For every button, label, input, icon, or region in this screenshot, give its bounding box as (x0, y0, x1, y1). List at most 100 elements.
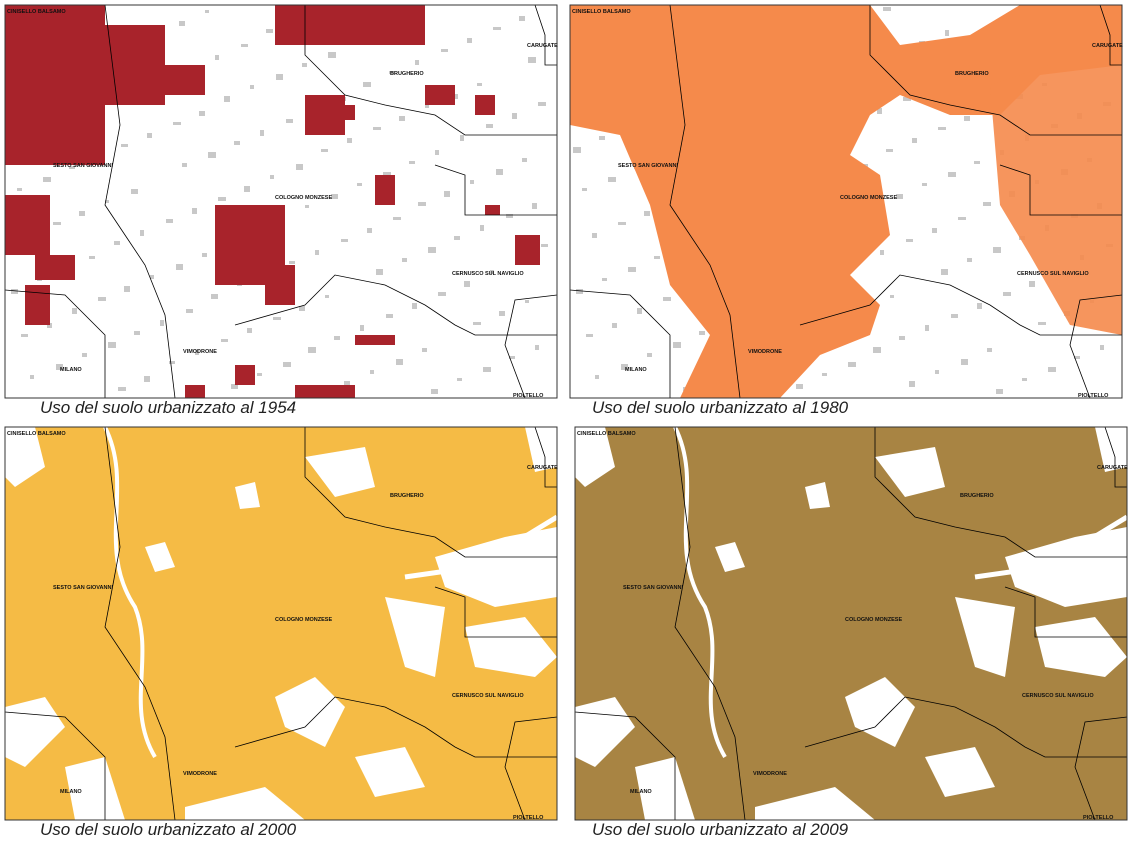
place-label: PIOLTELLO (513, 393, 544, 399)
place-label: SESTO SAN GIOVANNI (53, 163, 113, 169)
building (599, 136, 605, 140)
building (147, 133, 152, 138)
building (519, 16, 525, 21)
building (890, 295, 894, 298)
building (315, 250, 319, 255)
building (182, 163, 187, 167)
building (363, 82, 371, 87)
building (260, 130, 264, 136)
building (150, 275, 154, 279)
river (103, 426, 157, 759)
place-label: CARUGATE (527, 43, 558, 49)
building (202, 253, 207, 257)
open-land (1095, 427, 1127, 472)
building (595, 375, 599, 379)
place-label: CERNUSCO SUL NAVIGLIO (1017, 271, 1089, 277)
building (1074, 356, 1080, 359)
urban-area (35, 255, 75, 280)
building (460, 135, 464, 141)
building (205, 10, 209, 13)
building (663, 297, 671, 301)
building (114, 241, 120, 245)
place-label: MILANO (625, 367, 647, 373)
building (938, 127, 946, 130)
place-label: BRUGHERIO (960, 493, 994, 499)
place-label: BRUGHERIO (955, 71, 989, 77)
building (483, 367, 491, 372)
building (399, 116, 405, 121)
urban-area (265, 265, 295, 305)
building (618, 222, 626, 225)
building (441, 49, 448, 52)
building (848, 362, 856, 367)
urban-area (990, 65, 1122, 335)
building (621, 364, 628, 370)
building (1038, 322, 1046, 325)
building (296, 164, 303, 170)
municipal-boundary (304, 5, 557, 136)
municipal-boundary (1074, 716, 1128, 821)
building (118, 387, 126, 391)
place-label: SESTO SAN GIOVANNI (623, 585, 683, 591)
building (470, 180, 474, 184)
building (270, 175, 274, 179)
building (276, 74, 283, 80)
building (412, 303, 417, 309)
building (224, 96, 230, 102)
urban-area (355, 335, 395, 345)
municipal-boundary (4, 711, 106, 820)
building (457, 378, 462, 381)
building (211, 294, 218, 299)
open-land (435, 527, 557, 607)
municipal-boundary (999, 164, 1122, 216)
building (912, 138, 917, 143)
building (409, 161, 415, 164)
building (389, 71, 395, 74)
map-panel: CINISELLO BALSAMO CARUGATE BRUGHERIO SESTO … (574, 426, 1129, 821)
building (56, 364, 63, 370)
building (415, 60, 419, 65)
building (958, 217, 966, 220)
place-label: MILANO (60, 789, 82, 795)
building (11, 289, 18, 294)
open-land (845, 677, 915, 747)
place-label: CARUGATE (1097, 465, 1128, 471)
municipal-boundary (569, 289, 671, 398)
building (592, 233, 597, 238)
building (883, 7, 891, 11)
building (328, 52, 336, 58)
building (169, 361, 175, 364)
place-label: MILANO (630, 789, 652, 795)
building (160, 320, 164, 326)
place-label: CERNUSCO SUL NAVIGLIO (1022, 693, 1094, 699)
building (428, 247, 436, 253)
building (1022, 378, 1027, 381)
place-label: SESTO SAN GIOVANNI (53, 585, 113, 591)
building (873, 347, 881, 353)
municipal-boundary (1104, 426, 1127, 488)
building (376, 269, 383, 275)
map-caption: Uso del suolo urbanizzato al 1980 (592, 398, 849, 417)
building (896, 194, 903, 199)
municipal-boundary (434, 586, 557, 638)
building (273, 317, 281, 320)
building (909, 381, 915, 387)
building (906, 239, 913, 242)
building (108, 342, 116, 348)
building (602, 278, 607, 281)
open-land (635, 757, 695, 820)
building (425, 105, 429, 108)
building (121, 144, 128, 147)
building (105, 200, 109, 203)
place-label: CINISELLO BALSAMO (577, 431, 636, 437)
building (993, 247, 1001, 253)
building (89, 256, 95, 259)
municipal-boundary (1099, 4, 1122, 66)
building (43, 177, 51, 182)
place-label: BRUGHERIO (390, 493, 424, 499)
building (357, 183, 362, 186)
building (302, 63, 307, 67)
urban-area (515, 235, 540, 265)
open-land (955, 597, 1015, 677)
municipal-boundary (869, 5, 1122, 136)
